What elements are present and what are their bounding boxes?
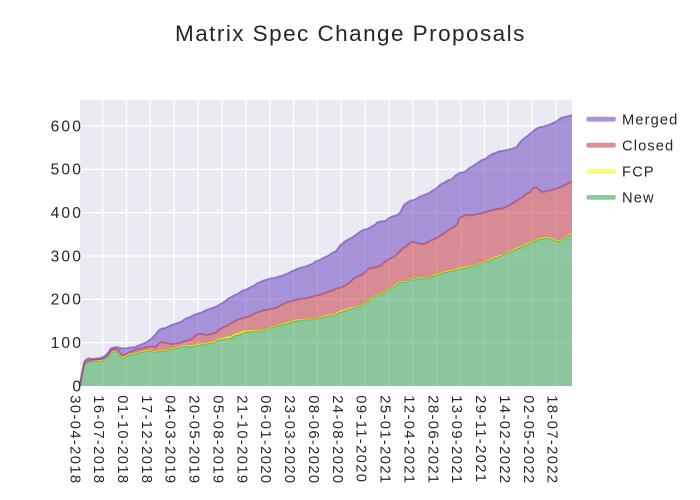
svg-text:500: 500 bbox=[51, 162, 84, 179]
svg-text:28-06-2021: 28-06-2021 bbox=[424, 395, 440, 484]
svg-text:25-01-2021: 25-01-2021 bbox=[377, 395, 393, 484]
svg-text:200: 200 bbox=[51, 292, 84, 309]
svg-text:06-01-2020: 06-01-2020 bbox=[257, 395, 273, 484]
svg-text:20-05-2019: 20-05-2019 bbox=[186, 395, 202, 484]
svg-text:04-03-2019: 04-03-2019 bbox=[162, 395, 178, 484]
svg-text:600: 600 bbox=[51, 118, 84, 135]
svg-text:14-02-2022: 14-02-2022 bbox=[496, 395, 512, 484]
svg-text:17-12-2018: 17-12-2018 bbox=[138, 395, 154, 484]
svg-text:13-09-2021: 13-09-2021 bbox=[448, 395, 464, 484]
svg-text:Merged: Merged bbox=[622, 113, 678, 129]
svg-text:300: 300 bbox=[51, 248, 84, 265]
svg-text:12-04-2021: 12-04-2021 bbox=[400, 395, 416, 484]
svg-text:09-11-2020: 09-11-2020 bbox=[353, 395, 369, 483]
svg-text:21-10-2019: 21-10-2019 bbox=[233, 395, 249, 484]
svg-text:23-03-2020: 23-03-2020 bbox=[281, 395, 297, 484]
svg-text:24-08-2020: 24-08-2020 bbox=[329, 395, 345, 484]
svg-text:Closed: Closed bbox=[622, 139, 674, 155]
svg-text:0: 0 bbox=[72, 378, 83, 395]
svg-text:100: 100 bbox=[51, 335, 84, 352]
svg-text:16-07-2018: 16-07-2018 bbox=[90, 395, 106, 484]
svg-text:18-07-2022: 18-07-2022 bbox=[544, 395, 560, 484]
svg-text:FCP: FCP bbox=[622, 165, 655, 181]
svg-text:01-10-2018: 01-10-2018 bbox=[114, 395, 130, 484]
svg-text:Matrix Spec Change Proposals: Matrix Spec Change Proposals bbox=[175, 21, 526, 46]
svg-text:29-11-2021: 29-11-2021 bbox=[472, 395, 488, 483]
svg-text:05-08-2019: 05-08-2019 bbox=[209, 395, 225, 484]
svg-text:New: New bbox=[622, 191, 655, 207]
svg-text:400: 400 bbox=[51, 205, 84, 222]
svg-text:08-06-2020: 08-06-2020 bbox=[305, 395, 321, 484]
svg-text:02-05-2022: 02-05-2022 bbox=[520, 395, 536, 484]
svg-text:30-04-2018: 30-04-2018 bbox=[66, 395, 82, 484]
